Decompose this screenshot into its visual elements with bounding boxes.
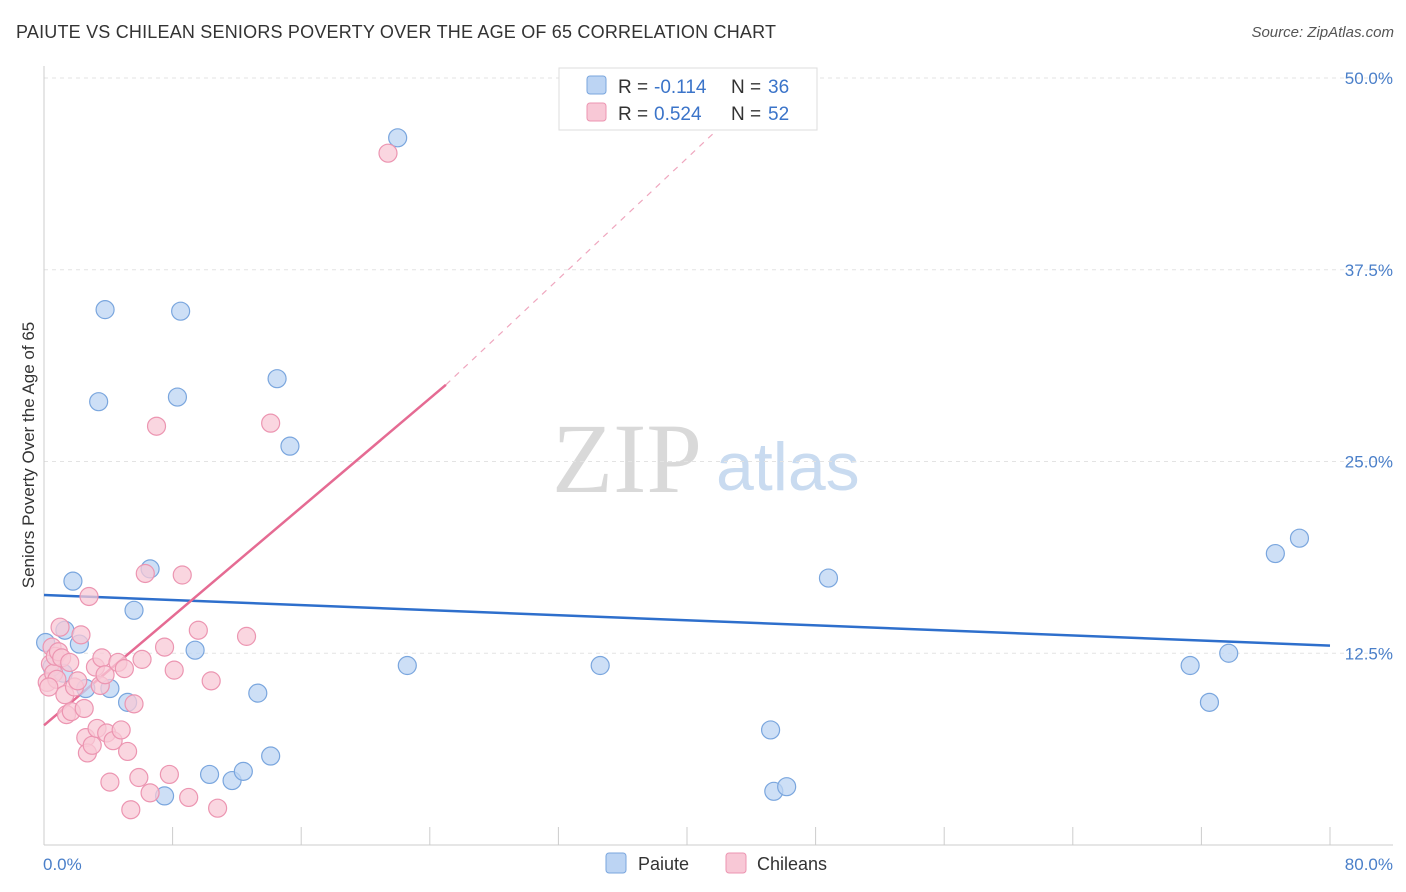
point-chileans-35 xyxy=(129,767,149,788)
chart-title: PAIUTE VS CHILEAN SENIORS POVERTY OVER T… xyxy=(16,22,777,42)
trend-line-paiute xyxy=(43,593,1331,647)
point-chileans-45 xyxy=(188,620,208,640)
point-paiute-13 xyxy=(167,387,188,407)
grid-lines xyxy=(44,77,1393,654)
point-paiute-31 xyxy=(1199,692,1220,712)
point-chileans-7 xyxy=(50,617,70,637)
bottom-legend-swatch-chileans xyxy=(725,852,747,874)
point-chileans-16 xyxy=(74,698,94,719)
point-chileans-33 xyxy=(121,800,141,820)
legend-n-value-chileans: 52 xyxy=(768,104,789,125)
x-tick-label-max: 80.0% xyxy=(1345,855,1393,874)
point-chileans-44 xyxy=(179,787,199,808)
point-chileans-27 xyxy=(100,772,120,792)
legend-r-value-paiute: -0.114 xyxy=(654,77,707,98)
point-paiute-22 xyxy=(280,436,300,456)
point-chileans-43 xyxy=(172,565,192,585)
point-chileans-40 xyxy=(154,637,175,657)
bottom-legend-label-paiute: Paiute xyxy=(638,854,689,874)
point-chileans-14 xyxy=(68,671,88,691)
point-paiute-34 xyxy=(1289,528,1310,548)
legend-n-value-paiute: 36 xyxy=(768,77,789,98)
point-chileans-36 xyxy=(132,649,152,669)
point-chileans-34 xyxy=(124,694,144,714)
point-chileans-49 xyxy=(261,413,281,433)
point-chileans-31 xyxy=(114,658,134,679)
point-paiute-30 xyxy=(1180,655,1200,676)
chart-source: Source: ZipAtlas.com xyxy=(1251,24,1394,41)
point-chileans-41 xyxy=(159,764,179,785)
y-tick-label-3: 50.0% xyxy=(1345,69,1393,88)
point-chileans-11 xyxy=(60,652,80,673)
point-chileans-38 xyxy=(140,783,160,803)
x-tick-label-min: 0.0% xyxy=(43,855,82,874)
point-paiute-21 xyxy=(267,369,287,389)
point-paiute-20 xyxy=(261,746,281,766)
correlation-legend: R = -0.114 N = 36 R = 0.524 N = 52 xyxy=(558,67,818,131)
point-paiute-25 xyxy=(590,655,610,676)
point-paiute-18 xyxy=(233,761,253,781)
data-points xyxy=(36,128,1310,820)
point-chileans-47 xyxy=(208,798,228,818)
point-chileans-20 xyxy=(82,735,102,755)
point-chileans-24 xyxy=(92,648,112,668)
legend-r-label-chileans: R = xyxy=(618,104,648,125)
y-tick-label-1: 25.0% xyxy=(1345,453,1393,472)
point-chileans-50 xyxy=(378,143,398,163)
watermark-atlas: atlas xyxy=(716,429,860,505)
point-paiute-3 xyxy=(63,571,83,591)
legend-r-label-paiute: R = xyxy=(618,77,648,98)
point-paiute-7 xyxy=(95,300,115,320)
legend-swatch-chileans xyxy=(586,102,607,122)
point-paiute-10 xyxy=(124,600,144,620)
point-paiute-6 xyxy=(89,392,109,412)
y-axis-label: Seniors Poverty Over the Age of 65 xyxy=(19,322,38,588)
legend-swatch-paiute xyxy=(586,75,607,95)
legend-r-value-chileans: 0.524 xyxy=(654,104,702,125)
point-paiute-23 xyxy=(388,128,408,148)
watermark-zip: ZIP xyxy=(552,403,702,514)
point-paiute-33 xyxy=(1265,543,1285,564)
bottom-legend-label-chileans: Chileans xyxy=(757,854,827,874)
point-paiute-24 xyxy=(397,655,417,676)
axes xyxy=(43,66,1393,846)
point-chileans-39 xyxy=(146,416,167,436)
point-chileans-25 xyxy=(95,665,115,685)
point-chileans-30 xyxy=(111,720,131,740)
series-legend: Paiute Chileans xyxy=(605,852,827,874)
y-tick-label-0: 12.5% xyxy=(1345,644,1393,663)
y-tick-label-2: 37.5% xyxy=(1345,261,1393,280)
point-chileans-15 xyxy=(71,625,91,645)
point-paiute-14 xyxy=(171,301,191,321)
point-chileans-51 xyxy=(39,677,59,697)
legend-n-label-chileans: N = xyxy=(731,104,761,125)
point-paiute-28 xyxy=(777,777,797,797)
point-paiute-16 xyxy=(199,764,220,785)
point-paiute-29 xyxy=(818,568,839,588)
point-paiute-26 xyxy=(760,720,781,740)
point-paiute-15 xyxy=(185,640,205,660)
point-chileans-48 xyxy=(236,626,257,646)
point-chileans-32 xyxy=(117,741,138,762)
point-chileans-42 xyxy=(164,660,184,680)
point-paiute-32 xyxy=(1219,643,1239,663)
legend-n-label-paiute: N = xyxy=(731,77,761,98)
trend-line-extension-chileans xyxy=(445,82,768,386)
bottom-legend-swatch-paiute xyxy=(605,852,627,874)
y-tick-labels: 12.5% 25.0% 37.5% 50.0% xyxy=(1345,69,1393,663)
point-paiute-19 xyxy=(248,683,268,703)
point-chileans-19 xyxy=(79,586,99,607)
point-chileans-37 xyxy=(135,563,155,584)
point-chileans-46 xyxy=(201,671,221,691)
